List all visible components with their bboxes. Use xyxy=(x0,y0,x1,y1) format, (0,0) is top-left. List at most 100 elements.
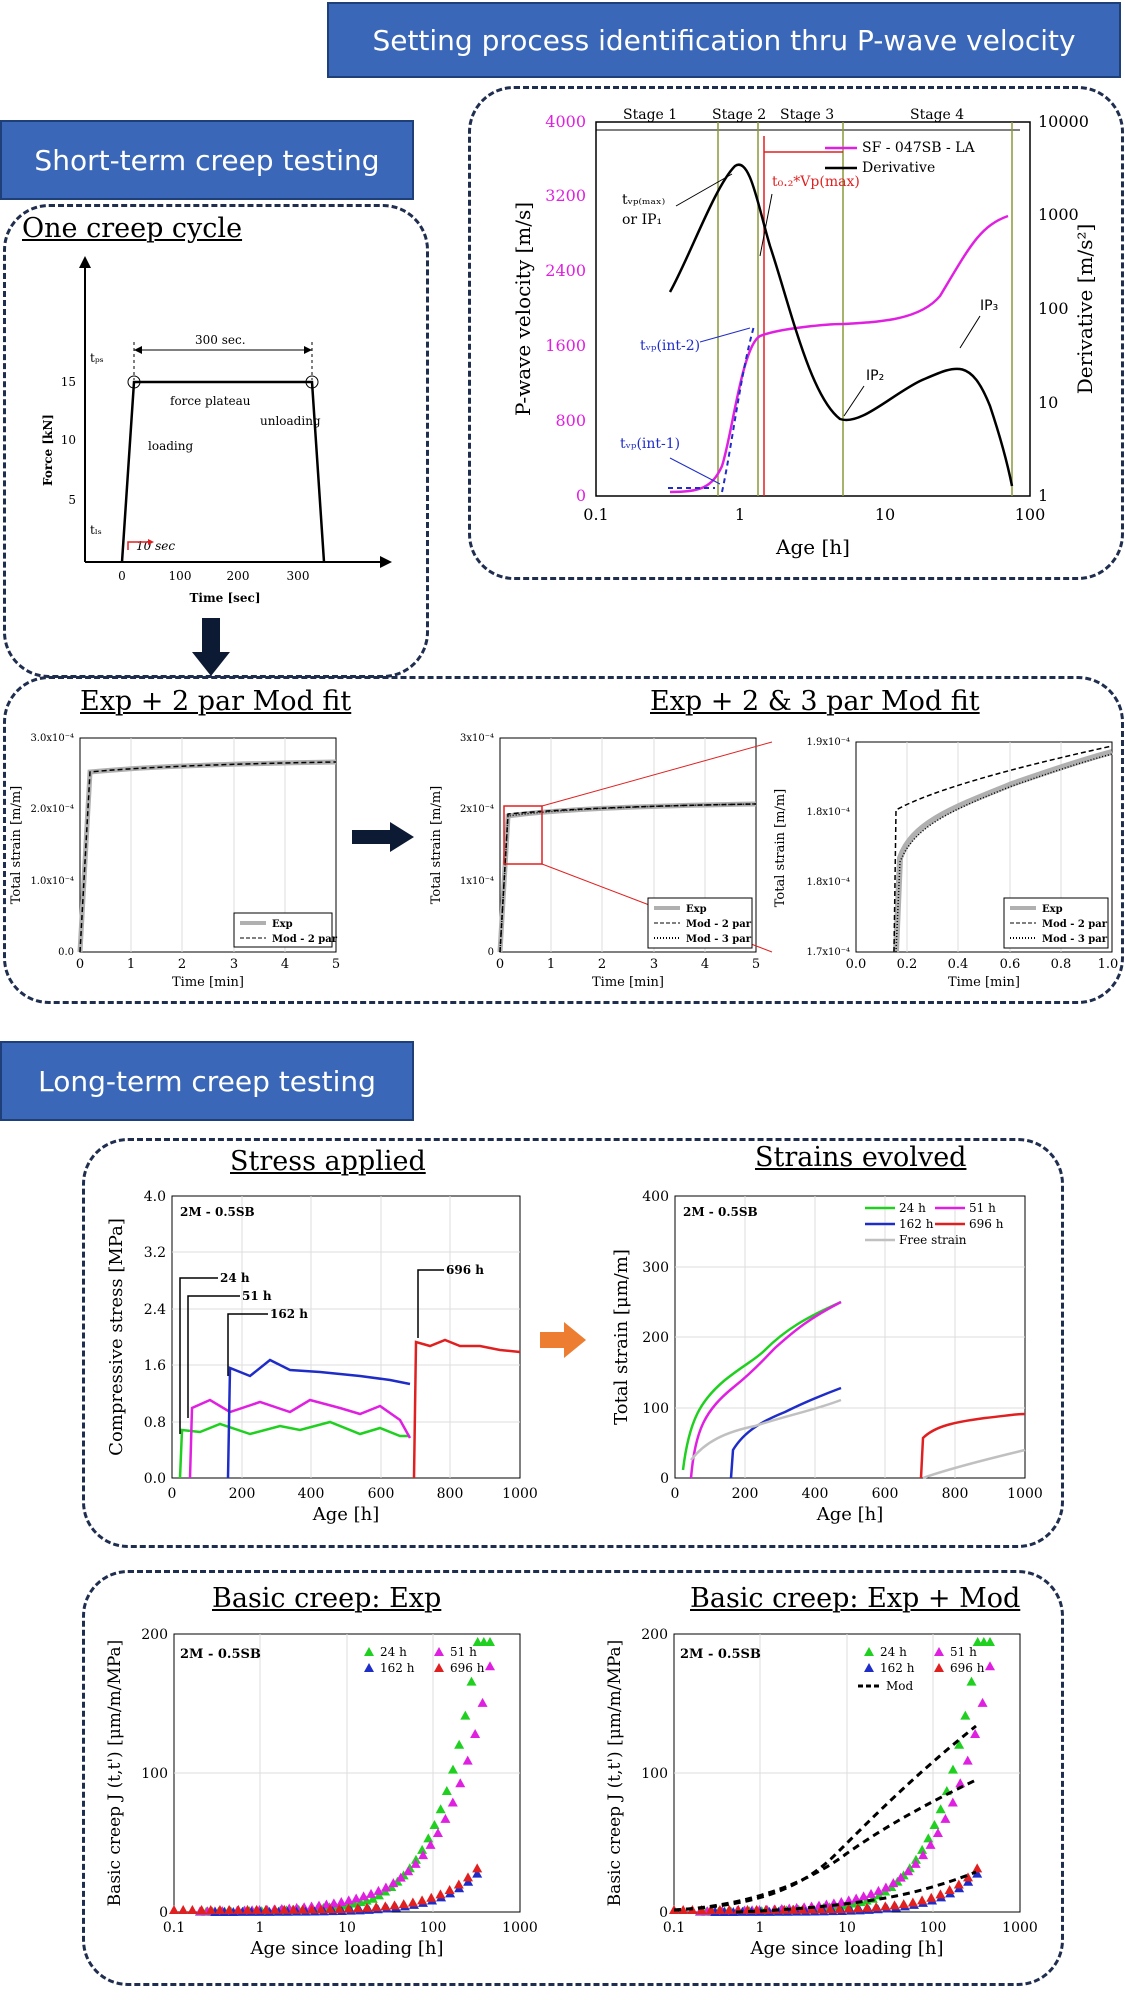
stage-3-label: Stage 3 xyxy=(780,107,834,123)
bexp-ylabel: Basic creep J (t,t') [μm/m/MPa] xyxy=(105,1640,125,1907)
scatter-marker xyxy=(966,1676,977,1686)
bexp-ytick: 100 xyxy=(141,1766,168,1782)
pwave-plot-frame xyxy=(595,121,1031,497)
strain-tag: 2M - 0.5SB xyxy=(683,1205,758,1219)
scatter-marker xyxy=(407,1897,418,1907)
pwave-annotations: tᵥₚ₍ₘₐₓ₎ or IP₁ t₀.₂*Vp(max) tᵥₚ(int-2) … xyxy=(620,173,998,485)
scatter-marker xyxy=(336,1896,347,1906)
scatter-marker xyxy=(187,1904,198,1914)
stress-label-24h: 24 h xyxy=(220,1271,250,1285)
bexp-legend-696h: 696 h xyxy=(450,1661,485,1675)
scatter-marker xyxy=(417,1895,428,1905)
zoom-xtick: 0.4 xyxy=(948,957,969,972)
scatter-marker xyxy=(366,1888,377,1898)
stress-51h-curve xyxy=(188,1398,412,1479)
scatter-marker xyxy=(270,1904,281,1914)
stress-chart: 2M - 0.5SB 24 h 51 h 162 h 696 h 0.0 0.8… xyxy=(106,1189,538,1525)
basic-exp-markers xyxy=(169,1637,496,1916)
scatter-marker xyxy=(960,1710,971,1720)
scatter-marker xyxy=(334,1903,345,1913)
scatter-marker xyxy=(955,1778,966,1788)
scatter-marker xyxy=(705,1904,716,1914)
scatter-marker xyxy=(962,1755,973,1765)
ann-tvpmax: tᵥₚ₍ₘₐₓ₎ xyxy=(622,192,665,208)
cycle-ytick: 10 xyxy=(61,433,76,447)
scatter-marker xyxy=(903,1866,914,1876)
mod-fit-51h xyxy=(673,1778,977,1912)
pwave-ytick-right: 10 xyxy=(1038,393,1058,412)
fit3-legend-mod2: Mod - 2 par xyxy=(686,919,752,930)
scatter-marker xyxy=(910,1858,921,1868)
fit3-zoom-box xyxy=(503,805,543,865)
scatter-marker xyxy=(251,1904,262,1914)
fit3-mod3-curve xyxy=(499,803,757,953)
stress-xtick: 400 xyxy=(298,1486,325,1502)
banner-long-term: Long-term creep testing xyxy=(0,1041,414,1121)
scatter-marker xyxy=(343,1903,354,1913)
strain-ytick: 200 xyxy=(642,1330,669,1346)
scatter-marker xyxy=(410,1858,421,1868)
scatter-marker xyxy=(485,1637,496,1646)
scatter-marker xyxy=(843,1895,854,1905)
scatter-marker xyxy=(917,1844,928,1854)
scatter-marker xyxy=(470,1729,481,1739)
scatter-marker xyxy=(926,1892,937,1902)
fit3-xtick: 0 xyxy=(496,957,504,972)
scatter-marker xyxy=(417,1844,428,1854)
stress-ytick: 0.8 xyxy=(144,1415,166,1431)
mod-fit-24h xyxy=(673,1724,977,1912)
basic-mod-markers xyxy=(669,1637,996,1916)
scatter-marker xyxy=(454,1739,465,1749)
pwave-xticks: 0.1 1 10 100 xyxy=(583,505,1045,524)
bexp-legend-51h: 51 h xyxy=(450,1645,477,1659)
stage-2-label: Stage 2 xyxy=(712,107,766,123)
bexp-xlabel: Age since loading [h] xyxy=(249,1938,443,1959)
scatter-marker xyxy=(472,1863,483,1873)
scatter-marker xyxy=(306,1904,317,1914)
scatter-marker xyxy=(977,1697,988,1707)
scatter-marker xyxy=(858,1891,869,1901)
heading-exp23: Exp + 2 & 3 par Mod fit xyxy=(650,686,980,717)
zoom-ytick: 1.8x10⁻⁴ xyxy=(806,877,850,888)
ann-ip3: IP₃ xyxy=(980,298,998,314)
bmod-xtick: 10 xyxy=(838,1920,856,1936)
scatter-marker xyxy=(985,1637,996,1646)
ann-t02: t₀.₂*Vp(max) xyxy=(772,174,860,190)
cycle-plateau: force plateau xyxy=(170,394,251,408)
bexp-xtick: 0.1 xyxy=(163,1920,185,1936)
zoom-xlabel: Time [min] xyxy=(948,975,1020,990)
scatter-marker xyxy=(460,1710,471,1720)
pwave-ytick-right: 10000 xyxy=(1038,112,1089,131)
scatter-marker xyxy=(358,1891,369,1901)
strain-xtick: 600 xyxy=(872,1486,899,1502)
scatter-marker xyxy=(925,1839,936,1849)
stress-24h-curve xyxy=(178,1420,410,1479)
scatter-marker xyxy=(325,1904,336,1914)
legend-deriv: Derivative xyxy=(862,160,935,176)
fit2-xtick: 2 xyxy=(178,957,186,972)
scatter-marker xyxy=(972,1868,983,1878)
bmod-xlabel: Age since loading [h] xyxy=(749,1938,943,1959)
strain-ylabel: Total strain [μm/m] xyxy=(611,1249,632,1425)
scatter-marker xyxy=(389,1900,400,1910)
bmod-xtick: 1000 xyxy=(1002,1920,1038,1936)
fit2-xtick: 4 xyxy=(281,957,289,972)
fit3-ytick: 0 xyxy=(488,947,494,958)
pwave-ytick: 2400 xyxy=(545,261,586,280)
pwave-xtick: 10 xyxy=(875,505,895,524)
scatter-marker xyxy=(834,1903,845,1913)
stage-boundaries xyxy=(717,122,1013,496)
strain-ytick: 100 xyxy=(642,1401,669,1417)
fit3-xlabel: Time [min] xyxy=(592,975,664,990)
pwave-xtick: 100 xyxy=(1015,505,1046,524)
scatter-marker xyxy=(825,1904,836,1914)
basic-exp-legend: 24 h 51 h 162 h 696 h xyxy=(364,1645,485,1675)
zoom-ylabel: Total strain [m/m] xyxy=(773,789,788,907)
heading-strains: Strains evolved xyxy=(755,1142,967,1173)
zoom-legend-exp: Exp xyxy=(1042,904,1063,915)
scatter-marker xyxy=(423,1833,434,1843)
scatter-marker xyxy=(233,1904,244,1914)
pwave-yticks-left: 0 800 1600 2400 3200 4000 xyxy=(545,112,586,505)
scatter-marker xyxy=(371,1902,382,1912)
strain-xlabel: Age [h] xyxy=(816,1504,884,1525)
